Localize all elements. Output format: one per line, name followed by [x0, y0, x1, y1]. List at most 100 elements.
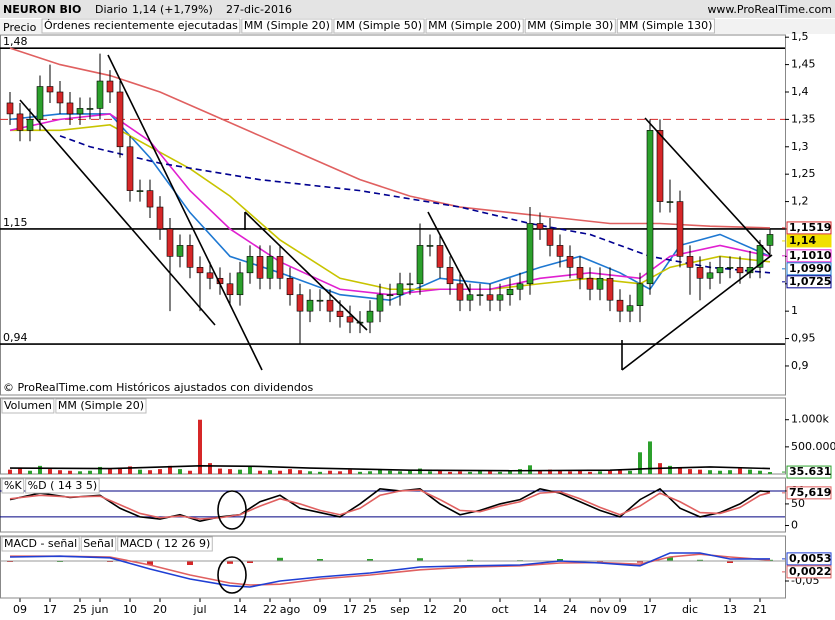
candle-body — [566, 256, 574, 268]
candle-body — [466, 294, 474, 301]
trendline — [644, 117, 771, 256]
candle-body — [606, 277, 614, 301]
candle-body — [6, 102, 14, 115]
volume-bar — [588, 471, 592, 474]
candle-body — [336, 310, 344, 317]
value-label: 1,14 — [789, 234, 816, 247]
volume-bar — [578, 470, 582, 474]
volume-bar — [78, 471, 82, 474]
volume-bar — [648, 441, 652, 474]
candle-body — [296, 294, 304, 312]
volume-bar — [98, 466, 102, 474]
y-tick-label: 0 — [791, 519, 798, 532]
candle-body — [636, 283, 644, 306]
volume-bar — [178, 469, 182, 474]
site: www.ProRealTime.com — [707, 3, 832, 16]
candle-body — [206, 272, 214, 279]
trendline — [621, 254, 773, 371]
volume-bar — [748, 469, 752, 474]
panel — [0, 34, 786, 396]
legend-box — [55, 398, 147, 414]
volume-bar — [38, 465, 42, 474]
volume-bar — [548, 469, 552, 474]
x-tick-label: dic — [682, 603, 698, 616]
volume-bar — [338, 471, 342, 474]
volume-bar — [198, 419, 202, 474]
candle-body — [656, 130, 664, 202]
volume-bar — [618, 470, 622, 474]
candle-body — [446, 267, 454, 285]
value-label: 1,0990 — [789, 262, 832, 275]
legend-entry: MM (Simple 130) — [619, 19, 712, 32]
candle-body — [756, 245, 764, 268]
histogram-bar — [467, 559, 473, 561]
x-tick-label: 13 — [723, 603, 737, 616]
candle-body — [96, 80, 104, 109]
candle-body — [436, 245, 444, 268]
volume-bar — [148, 470, 152, 474]
candle-body — [586, 277, 594, 290]
volume-bar — [408, 470, 412, 474]
trendline — [244, 211, 368, 331]
legend-box — [80, 536, 117, 552]
histogram-bar — [417, 558, 423, 561]
y-tick-label: 500.000 — [791, 440, 835, 453]
volume-bar — [168, 465, 172, 474]
histogram-bar — [147, 561, 153, 565]
legend-entry: MACD - señal — [4, 537, 77, 550]
candle-body — [526, 223, 534, 285]
y-tick-label: 1.000k — [791, 413, 829, 426]
volume-bar — [28, 470, 32, 474]
x-tick-label: sep — [390, 603, 409, 616]
candle-body — [266, 256, 274, 279]
volume-bar — [728, 470, 732, 474]
x-tick-label: 21 — [753, 603, 767, 616]
value-label-box — [786, 249, 832, 263]
volume-bar — [318, 471, 322, 474]
series-line — [9, 552, 771, 588]
candle-body — [306, 299, 314, 312]
volume-bar — [478, 470, 482, 474]
volume-bar — [248, 465, 252, 474]
volume-bar — [528, 465, 532, 474]
volume-bar — [118, 467, 122, 474]
value-label: 0,0022 — [789, 565, 831, 578]
panel — [0, 397, 786, 475]
volume-bar — [768, 472, 772, 474]
candle-body — [126, 146, 134, 191]
candle-body — [476, 294, 484, 297]
x-tick-label: jun — [91, 603, 109, 616]
volume-bar — [138, 469, 142, 474]
level-label: 1,48 — [3, 35, 28, 48]
value-label: 35.631 — [789, 465, 831, 478]
histogram-bar — [767, 559, 773, 561]
candle-body — [506, 288, 514, 296]
volume-bar — [758, 470, 762, 474]
candle-body — [706, 272, 714, 279]
legend-box — [1, 478, 25, 494]
value-label-box — [786, 465, 832, 479]
trendline — [107, 54, 263, 371]
legend-entry: MACD ( 12 26 9) — [120, 537, 211, 550]
candle-body — [246, 256, 254, 274]
x-tick-label: 14 — [233, 603, 247, 616]
y-tick-label: 1,2 — [791, 195, 809, 208]
volume-bar — [718, 470, 722, 474]
candle-body — [766, 234, 774, 246]
volume-bar — [638, 452, 642, 474]
candle-body — [346, 316, 354, 323]
volume-bar — [518, 469, 522, 474]
candle-body — [716, 267, 724, 274]
legend-box — [241, 18, 333, 34]
legend-box — [524, 18, 616, 34]
candle-body — [416, 245, 424, 285]
volume-bar — [598, 471, 602, 474]
y-tick-label: 1,3 — [791, 140, 809, 153]
candle-body — [516, 283, 524, 290]
legend-entry: MM (Simple 50) — [336, 19, 422, 32]
y-tick-label: 1,45 — [791, 58, 816, 71]
candle-body — [36, 86, 44, 120]
candle-body — [156, 206, 164, 230]
panel — [0, 535, 786, 599]
